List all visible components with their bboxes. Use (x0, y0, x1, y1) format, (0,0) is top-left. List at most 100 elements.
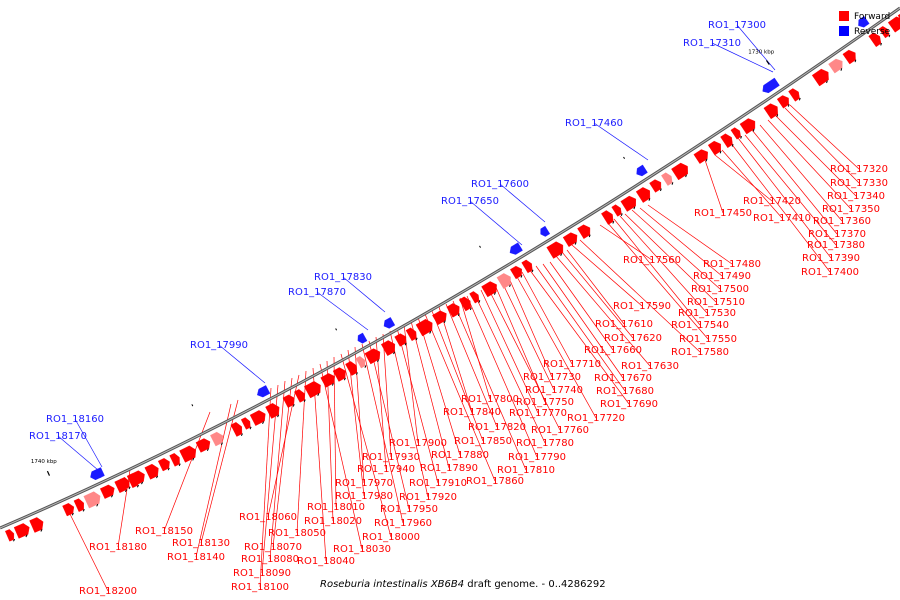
forward-gene-label: RO1_17340 (827, 191, 885, 202)
leader-line (316, 291, 369, 331)
forward-gene-label: RO1_17860 (466, 476, 524, 487)
forward-gene-label: RO1_17680 (596, 386, 654, 397)
forward-gene-label: RO1_17360 (813, 216, 871, 227)
gene-shadow (752, 128, 755, 132)
leader-line (744, 134, 837, 246)
leader-line (431, 310, 484, 442)
leader-line (347, 349, 365, 497)
leader-line (57, 435, 99, 471)
gene-shadow (25, 534, 28, 538)
forward-gene-label: RO1_18030 (333, 544, 391, 555)
reverse-gene (540, 225, 551, 237)
leader-line (729, 141, 831, 273)
forward-gene (345, 361, 358, 376)
gene-shadow (469, 307, 472, 311)
gene-shadow (303, 399, 306, 403)
gene-shadow (798, 97, 801, 101)
forward-gene (521, 259, 533, 274)
forward-gene (649, 179, 662, 193)
gene-shadow (317, 393, 320, 396)
leader-line (508, 277, 553, 378)
forward-gene-label: RO1_17750 (516, 397, 574, 408)
gene-shadow (141, 481, 144, 485)
leader-line (368, 340, 410, 510)
forward-gene-label: RO1_18070 (244, 542, 302, 553)
gene-shadow (633, 206, 636, 210)
forward-gene-label: RO1_17970 (335, 478, 393, 489)
legend-item-reverse: Reverse (839, 26, 891, 37)
gene-shadow (671, 182, 674, 185)
forward-gene (776, 95, 789, 109)
gene-shadow (620, 213, 623, 216)
forward-gene (510, 265, 522, 280)
reverse-gene-label: RO1_18170 (29, 431, 87, 442)
gene-shadow (82, 508, 85, 512)
gene-shadow (12, 538, 16, 542)
forward-gene-label: RO1_17710 (543, 359, 601, 370)
gene-shadow (840, 68, 843, 71)
forward-gene (99, 484, 115, 499)
leader-line (647, 204, 733, 265)
forward-gene-label: RO1_17550 (679, 334, 737, 345)
gene-shadow (531, 269, 534, 273)
forward-gene-label: RO1_17450 (694, 208, 752, 219)
forward-gene (282, 394, 295, 408)
gene-shadow (156, 475, 159, 479)
forward-gene (458, 296, 471, 312)
leader-line (438, 306, 473, 413)
gene-shadow (110, 494, 114, 498)
gene-shadow (560, 253, 563, 257)
leader-line (774, 114, 857, 197)
forward-gene (332, 367, 346, 382)
gene-shadow (429, 331, 432, 334)
gene-shadow (364, 365, 367, 368)
gene-shadow (178, 463, 181, 467)
gene-shadow (787, 104, 790, 107)
reverse-gene-label: RO1_17650 (441, 196, 499, 207)
forward-gene-label: RO1_17480 (703, 259, 761, 270)
gene-shadow (40, 529, 43, 532)
gene-shadow (124, 489, 128, 493)
legend-item-forward: Forward (839, 11, 890, 22)
forward-gene (195, 438, 211, 453)
forward-gene-label: RO1_17840 (443, 407, 501, 418)
forward-gene (842, 49, 856, 65)
leader-line (736, 24, 776, 71)
gene-shadow (404, 342, 407, 346)
forward-gene-label: RO1_17940 (357, 464, 415, 475)
forward-gene-label: RO1_18140 (167, 552, 225, 563)
forward-gene-label: RO1_17670 (594, 373, 652, 384)
leader-line (342, 276, 386, 313)
gene-shadow (277, 414, 280, 418)
gene-shadow (478, 300, 481, 303)
forward-gene (169, 453, 180, 467)
forward-gene (29, 517, 44, 533)
leader-line (469, 200, 523, 246)
forward-gene-label: RO1_18040 (297, 556, 355, 567)
leader-line (195, 403, 232, 558)
leader-line (466, 295, 538, 458)
gene-shadow (71, 512, 74, 516)
forward-gene-label: RO1_17770 (509, 408, 567, 419)
forward-gene-label: RO1_18100 (231, 582, 289, 593)
forward-gene-label: RO1_18050 (268, 528, 326, 539)
forward-gene-label: RO1_17960 (374, 518, 432, 529)
gene-shadow (96, 503, 99, 507)
reverse-gene-label: RO1_17300 (708, 20, 766, 31)
leader-line (200, 399, 239, 544)
forward-gene (144, 463, 159, 480)
forward-gene (671, 162, 688, 181)
forward-gene (120, 477, 130, 490)
leader-line (487, 287, 561, 431)
forward-gene-label: RO1_17690 (600, 399, 658, 410)
forward-gene (210, 431, 224, 447)
forward-gene-label: RO1_17390 (802, 253, 860, 264)
leader-line (312, 367, 327, 562)
forward-gene-label: RO1_17930 (362, 452, 420, 463)
gene-shadow (136, 484, 139, 488)
map-caption: Roseburia intestinalis XB6B4 draft genom… (320, 579, 606, 590)
gene-labels: RO1_17300 RO1_17310 RO1_17460 RO1_17600 RO1_… (29, 20, 888, 597)
forward-gene (380, 340, 396, 356)
forward-gene-label: RO1_17730 (523, 372, 581, 383)
forward-gene (897, 13, 900, 19)
